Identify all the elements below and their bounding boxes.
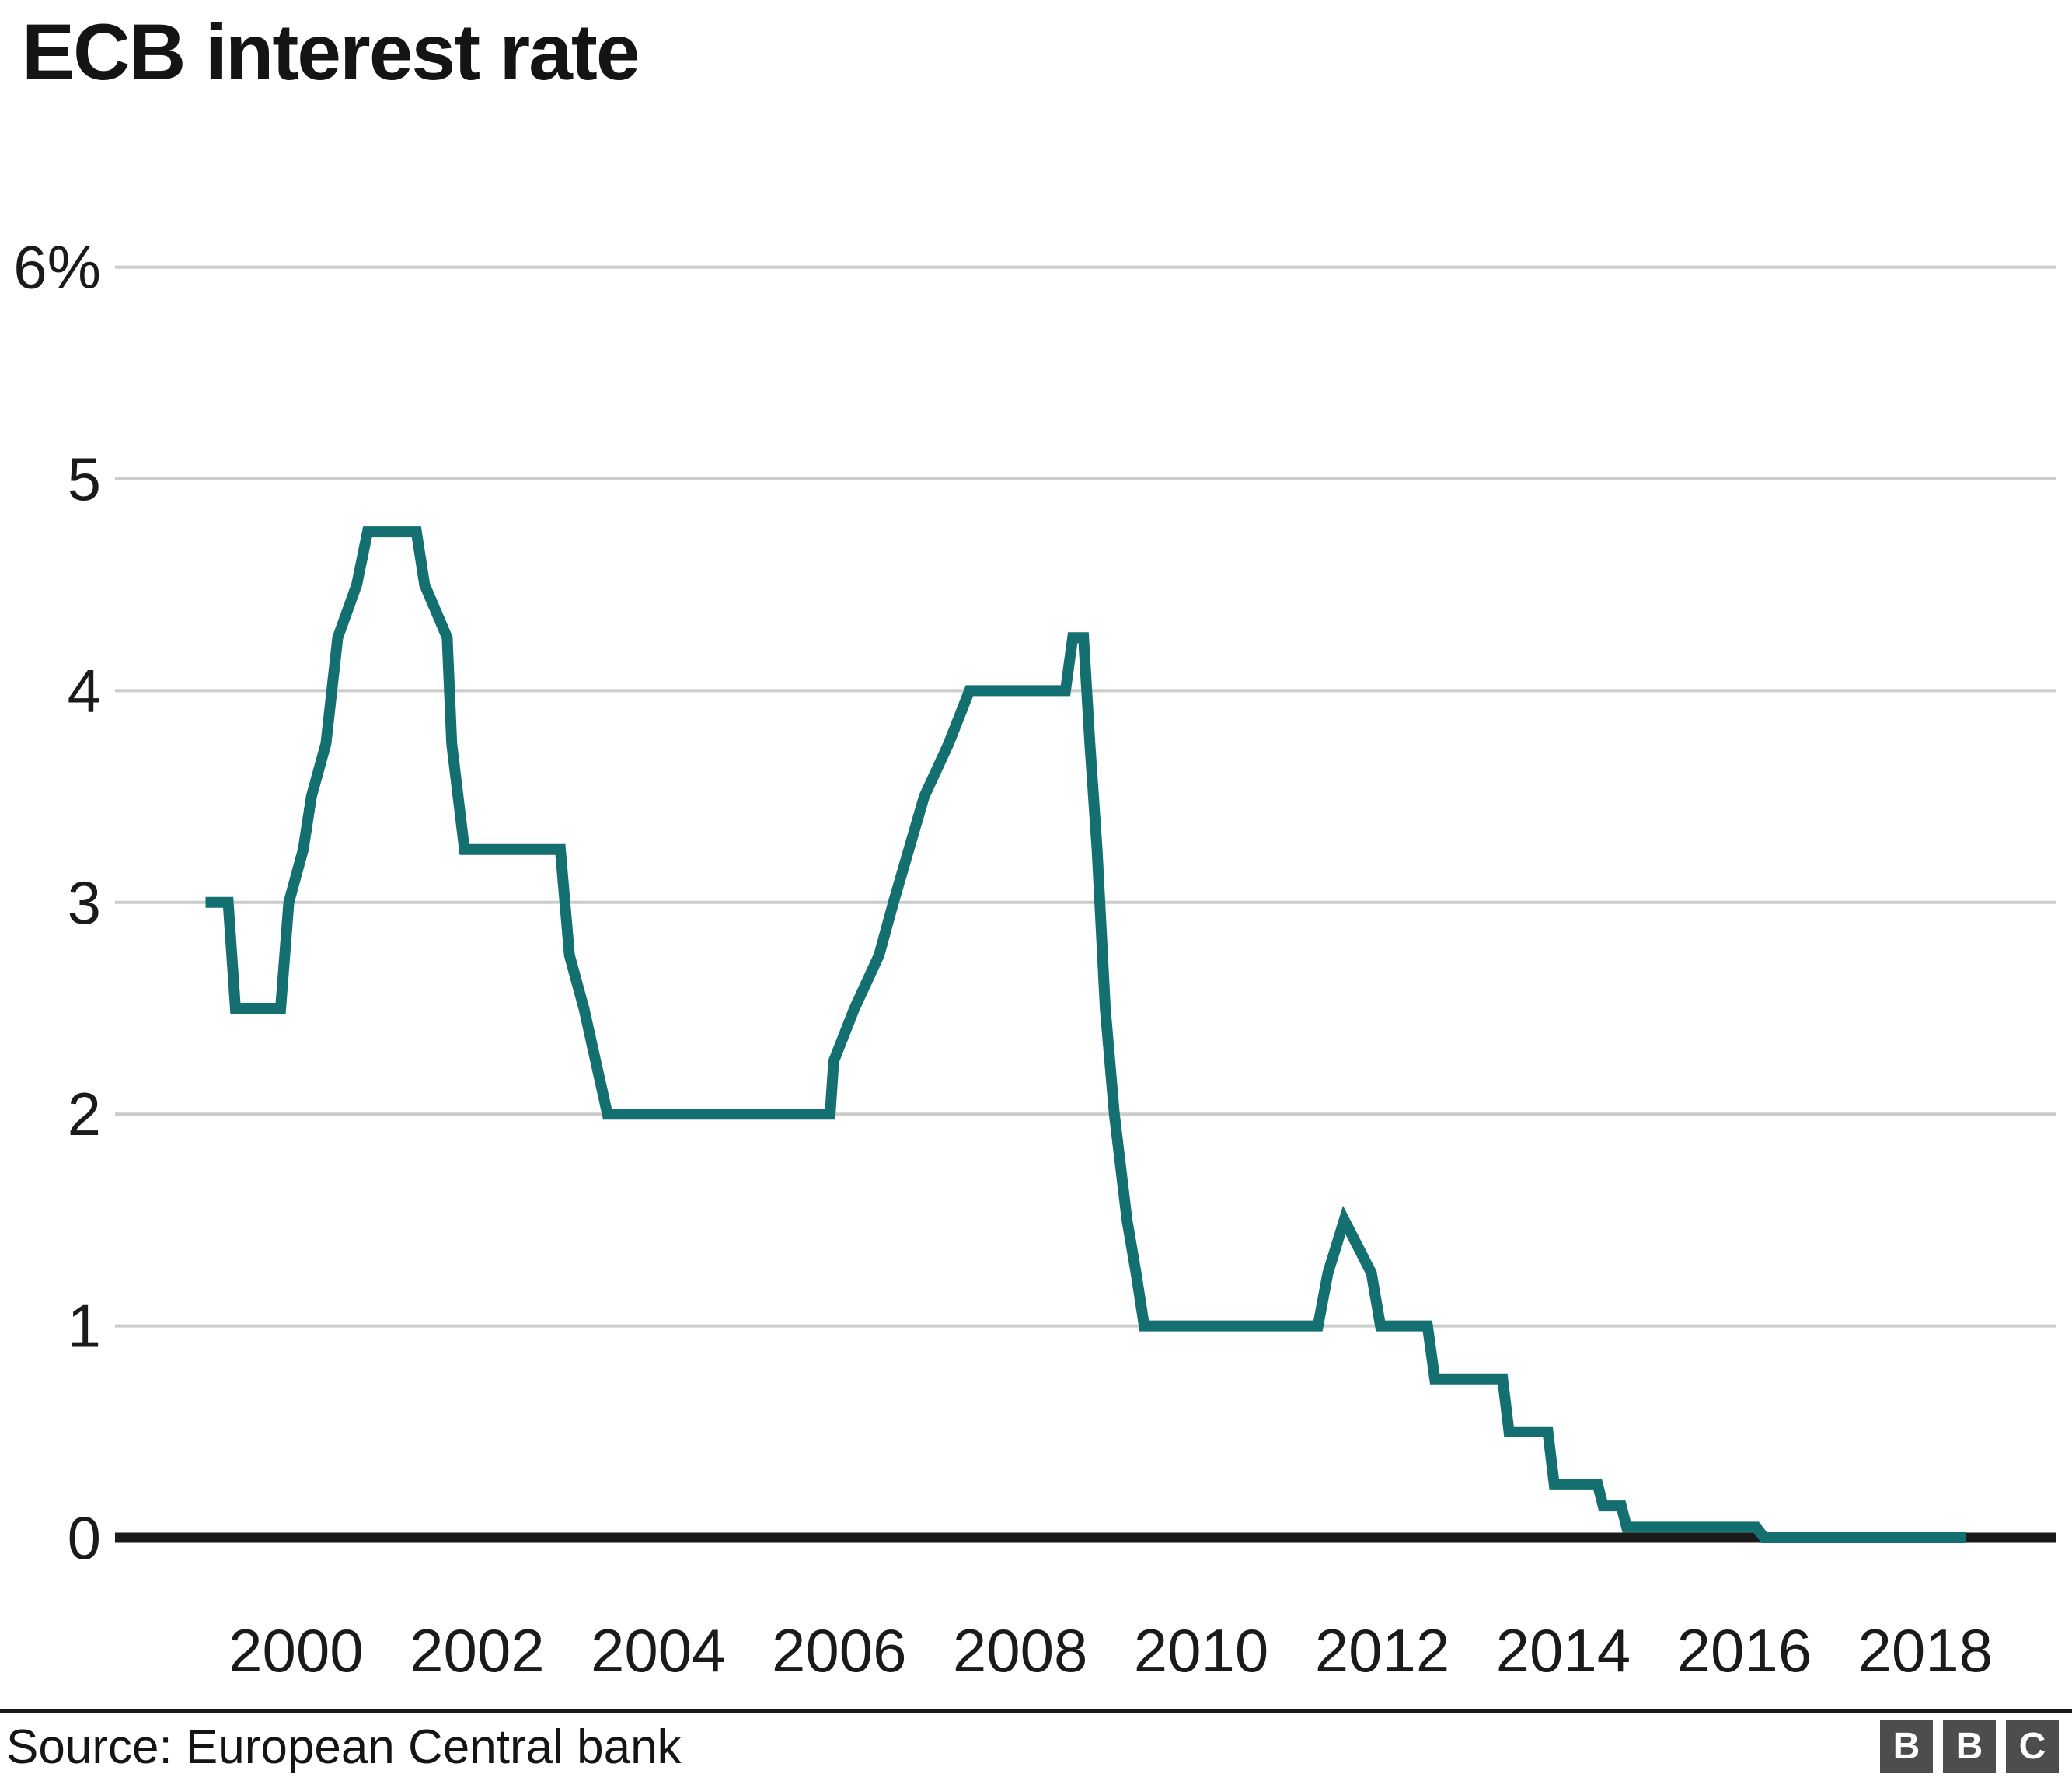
x-tick-label: 2000	[228, 1616, 364, 1685]
footer-divider	[0, 1709, 2072, 1713]
gridlines	[115, 265, 2056, 1543]
x-axis-labels: 2000 2002 2004 2006 2008 2010 2012 2014 2016 2018	[228, 1616, 1993, 1685]
y-tick-label: 0	[68, 1503, 101, 1572]
x-tick-label: 2014	[1496, 1616, 1631, 1685]
bbc-logo: B B C	[1880, 1720, 2059, 1773]
bbc-logo-letter: B	[1955, 1726, 1983, 1767]
y-tick-label: 4	[68, 656, 101, 725]
x-tick-label: 2002	[410, 1616, 545, 1685]
y-axis-labels: 6% 5 4 3 2 1 0	[13, 233, 101, 1572]
x-tick-label: 2006	[772, 1616, 907, 1685]
interest-rate-line	[205, 526, 1966, 1543]
bbc-logo-block: B	[1880, 1720, 1933, 1773]
y-tick-label: 1	[68, 1292, 101, 1360]
x-tick-label: 2010	[1134, 1616, 1269, 1685]
bbc-logo-block: B	[1943, 1720, 1996, 1773]
rate-line-series	[205, 526, 1966, 1543]
x-tick-label: 2008	[953, 1616, 1088, 1685]
y-tick-label: 3	[68, 868, 101, 937]
bbc-logo-letter: B	[1892, 1726, 1920, 1767]
y-tick-label: 6%	[13, 233, 101, 302]
x-tick-label: 2004	[591, 1616, 726, 1685]
bbc-logo-letter: C	[2018, 1726, 2046, 1767]
x-tick-label: 2016	[1677, 1616, 1812, 1685]
bbc-logo-block: C	[2006, 1720, 2059, 1773]
source-text: Source: European Central bank	[6, 1720, 682, 1774]
x-tick-label: 2018	[1858, 1616, 1994, 1685]
y-tick-label: 5	[68, 445, 101, 513]
y-tick-label: 2	[68, 1080, 101, 1148]
page-title: ECB interest rate	[22, 8, 640, 96]
x-tick-label: 2012	[1315, 1616, 1450, 1685]
